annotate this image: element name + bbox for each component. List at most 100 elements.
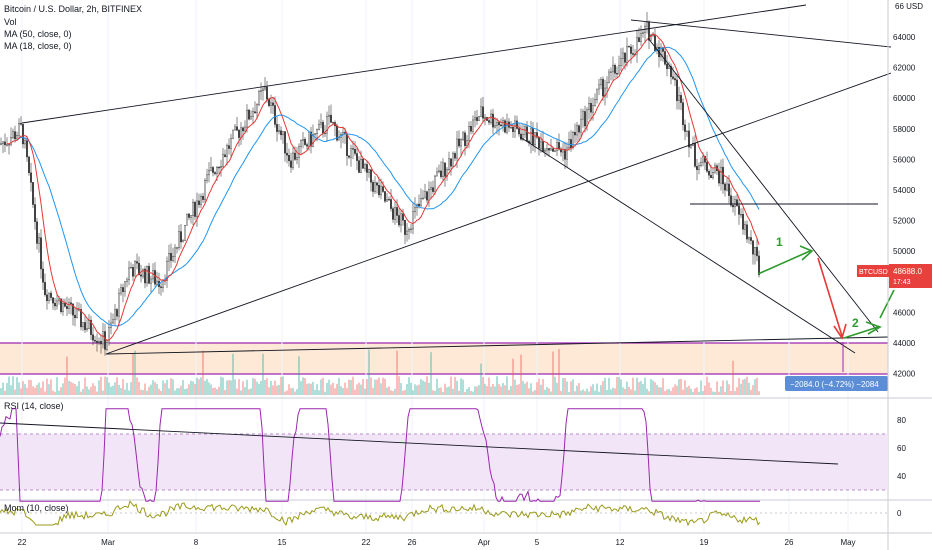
candle-body[interactable]	[438, 170, 441, 173]
candle-body[interactable]	[640, 32, 643, 42]
candle-body[interactable]	[738, 205, 741, 215]
indicator-ma50[interactable]: MA (50, close, 0)	[4, 29, 72, 39]
candle-body[interactable]	[67, 302, 70, 309]
candle-body[interactable]	[306, 144, 309, 147]
candle-body[interactable]	[390, 199, 393, 209]
candle-body[interactable]	[516, 120, 519, 129]
candle-body[interactable]	[414, 207, 417, 213]
candle-body[interactable]	[492, 113, 495, 128]
candle-body[interactable]	[412, 211, 415, 230]
candle-body[interactable]	[642, 32, 645, 34]
candle-body[interactable]	[348, 155, 351, 158]
candle-body[interactable]	[298, 146, 301, 158]
candle-body[interactable]	[488, 120, 491, 123]
candle-body[interactable]	[614, 65, 617, 74]
candle-body[interactable]	[131, 267, 134, 277]
candle-body[interactable]	[718, 170, 721, 184]
ma18-line[interactable]	[6, 33, 760, 342]
candle-body[interactable]	[173, 247, 176, 257]
candle-body[interactable]	[153, 270, 156, 285]
candle-body[interactable]	[598, 84, 601, 90]
candle-body[interactable]	[610, 71, 613, 73]
candle-body[interactable]	[534, 132, 537, 145]
candle-body[interactable]	[506, 121, 509, 133]
candle-body[interactable]	[266, 86, 269, 100]
candle-body[interactable]	[530, 128, 533, 143]
candle-body[interactable]	[684, 124, 687, 132]
candle-body[interactable]	[213, 172, 216, 174]
candle-body[interactable]	[690, 145, 693, 148]
candle-body[interactable]	[237, 129, 240, 138]
candle-body[interactable]	[594, 99, 597, 106]
candle-body[interactable]	[582, 111, 585, 120]
candle-body[interactable]	[143, 268, 146, 284]
candle-body[interactable]	[678, 95, 681, 101]
candle-body[interactable]	[746, 224, 749, 240]
candle-body[interactable]	[410, 228, 413, 230]
trend-line-lower-descending[interactable]	[519, 136, 856, 354]
candle-body[interactable]	[638, 37, 641, 42]
candle-body[interactable]	[698, 165, 701, 170]
candle-body[interactable]	[187, 213, 190, 218]
candle-body[interactable]	[135, 261, 138, 264]
mom-title[interactable]: Mom (10, close)	[4, 503, 69, 513]
candle-body[interactable]	[566, 147, 569, 160]
candle-body[interactable]	[62, 302, 65, 312]
candle-body[interactable]	[217, 166, 220, 169]
candle-body[interactable]	[542, 141, 545, 152]
candle-body[interactable]	[428, 189, 431, 201]
candle-body[interactable]	[404, 220, 407, 235]
candle-body[interactable]	[175, 247, 178, 249]
candle-body[interactable]	[282, 131, 285, 136]
candle-body[interactable]	[476, 117, 479, 121]
arrow-down[interactable]	[817, 257, 843, 337]
candle-body[interactable]	[494, 125, 497, 128]
candle-body[interactable]	[584, 111, 587, 127]
candle-body[interactable]	[496, 122, 499, 126]
candle-body[interactable]	[490, 113, 493, 123]
candle-body[interactable]	[205, 174, 208, 181]
candle-body[interactable]	[448, 158, 451, 170]
candle-body[interactable]	[11, 131, 14, 138]
trend-line-support[interactable]	[105, 336, 889, 355]
candle-body[interactable]	[750, 237, 753, 241]
momentum-line[interactable]	[0, 500, 761, 527]
candle-body[interactable]	[24, 140, 27, 145]
candle-body[interactable]	[424, 191, 427, 199]
candle-body[interactable]	[440, 170, 443, 177]
candle-body[interactable]	[706, 162, 709, 172]
candle-body[interactable]	[159, 286, 162, 288]
candle-body[interactable]	[322, 122, 325, 134]
candle-body[interactable]	[89, 319, 92, 335]
candle-body[interactable]	[376, 182, 379, 186]
candle-body[interactable]	[482, 106, 485, 119]
candle-body[interactable]	[314, 133, 317, 135]
candle-body[interactable]	[65, 306, 68, 309]
candle-body[interactable]	[189, 215, 192, 218]
candle-body[interactable]	[338, 137, 341, 141]
candle-body[interactable]	[312, 134, 315, 147]
candle-body[interactable]	[740, 213, 743, 216]
candle-body[interactable]	[93, 340, 96, 342]
candle-body[interactable]	[36, 221, 39, 244]
candle-body[interactable]	[101, 331, 104, 345]
candle-body[interactable]	[744, 224, 747, 230]
candle-body[interactable]	[262, 88, 265, 91]
candle-body[interactable]	[225, 145, 228, 157]
candle-body[interactable]	[103, 331, 106, 350]
candle-body[interactable]	[732, 205, 735, 208]
candle-body[interactable]	[223, 154, 226, 157]
candle-body[interactable]	[456, 138, 459, 159]
candle-body[interactable]	[366, 164, 369, 173]
candle-body[interactable]	[670, 66, 673, 77]
candle-body[interactable]	[382, 186, 385, 192]
candle-body[interactable]	[272, 102, 275, 106]
trend-line-resistance[interactable]	[647, 37, 879, 333]
candle-body[interactable]	[452, 153, 455, 167]
candle-body[interactable]	[368, 169, 371, 173]
candle-body[interactable]	[201, 196, 204, 200]
candle-body[interactable]	[554, 150, 557, 152]
candle-body[interactable]	[171, 256, 174, 261]
candle-body[interactable]	[400, 213, 403, 226]
candle-body[interactable]	[87, 319, 90, 329]
